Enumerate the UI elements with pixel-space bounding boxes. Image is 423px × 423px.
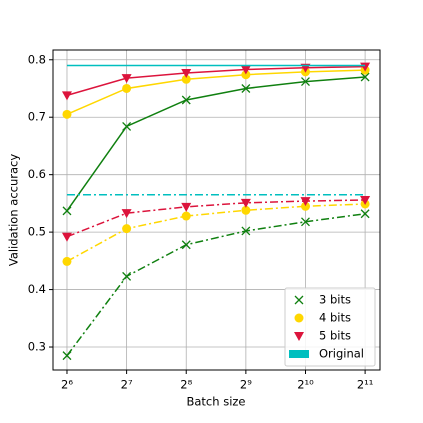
legend-patch (289, 350, 309, 358)
marker (181, 202, 192, 212)
marker (294, 313, 304, 323)
y-tick-label: 0.3 (28, 340, 46, 354)
x-axis-label: Batch size (186, 395, 245, 409)
y-axis-label: Validation accuracy (7, 154, 21, 267)
x-tick-label: 2⁷ (121, 378, 133, 392)
marker (360, 195, 371, 205)
y-tick-label: 0.7 (28, 110, 46, 124)
legend: 3 bits 4 bits 5 bits Original (284, 287, 376, 367)
marker (300, 201, 310, 211)
x-tick-label: 2⁹ (240, 378, 252, 392)
legend-label: 5 bits (319, 329, 351, 343)
y-tick-label: 0.4 (28, 282, 46, 296)
series-line (66, 212, 366, 357)
marker (181, 211, 191, 221)
marker (181, 240, 191, 250)
marker (360, 209, 370, 219)
series-line (66, 69, 366, 116)
x-tick-label: 2⁸ (180, 378, 192, 392)
legend-label: 3 bits (319, 293, 351, 307)
marker (294, 295, 304, 305)
marker (360, 72, 370, 82)
y-tick-label: 0.8 (28, 52, 46, 66)
marker (181, 95, 191, 105)
x-tick-label: 2¹¹ (357, 378, 374, 392)
legend-box (284, 287, 376, 367)
marker (241, 70, 251, 80)
series-line (66, 65, 366, 97)
marker (241, 205, 251, 215)
marker (122, 271, 132, 281)
legend-label: Original (319, 347, 364, 361)
y-tick-label: 0.5 (28, 225, 46, 239)
marker (300, 197, 311, 207)
marker (122, 224, 132, 234)
series-line (66, 76, 366, 212)
marker (61, 232, 72, 242)
marker (241, 226, 251, 236)
marker (62, 351, 72, 361)
series-line (66, 203, 366, 263)
marker (181, 68, 192, 78)
marker (62, 109, 72, 119)
marker (61, 91, 72, 101)
marker (301, 77, 310, 87)
marker (122, 121, 132, 131)
marker (240, 65, 251, 75)
marker (301, 217, 310, 227)
marker (241, 84, 251, 93)
marker (240, 198, 251, 208)
marker (294, 332, 304, 341)
x-tick-label: 2¹⁰ (297, 378, 314, 392)
x-tick-label: 2⁶ (61, 378, 73, 392)
marker (62, 206, 72, 216)
legend-label: 4 bits (319, 311, 351, 325)
marker (62, 256, 72, 266)
plot-frame (52, 49, 381, 371)
marker (122, 83, 132, 93)
y-tick-label: 0.6 (28, 167, 46, 181)
marker (181, 74, 191, 84)
series-line (66, 199, 366, 238)
marker (121, 74, 132, 84)
marker (121, 209, 132, 219)
